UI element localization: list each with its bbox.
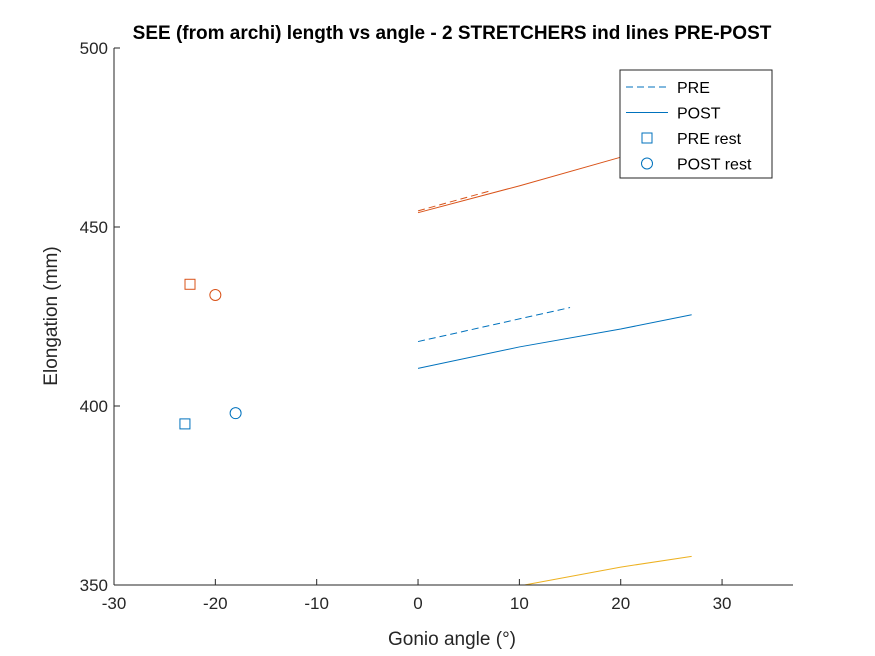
x-tick-label: 0 [413,594,422,613]
y-ticks: 350 400 450 500 [80,39,120,595]
rest-point-square [184,278,196,290]
x-ticks: -30 -20 -10 0 10 20 30 [102,579,732,613]
plot-area [179,137,692,585]
axes [113,48,793,586]
x-tick-label: -10 [304,594,329,613]
series-line-yellow-post [524,555,692,585]
x-tick-label: 10 [510,594,529,613]
rest-points-layer [179,278,242,430]
rest-point-circle [209,289,222,302]
series-layer [417,137,692,585]
y-tick-label: 350 [80,576,108,595]
x-axis-label: Gonio angle (°) [388,629,516,650]
x-tick-label: 30 [713,594,732,613]
x-tick-label: -20 [203,594,228,613]
y-tick-label: 400 [80,397,108,416]
legend-box [619,69,773,179]
legend-label: POST rest [677,157,752,174]
legend-label: POST [677,106,721,123]
series-line-blue-post [417,314,692,369]
y-tick-label: 500 [80,39,108,58]
x-tick-label: -30 [102,594,127,613]
legend-label: PRE [677,80,710,97]
x-tick-label: 20 [611,594,630,613]
legend-symbol-square [641,132,653,144]
legend-label: PRE rest [677,131,742,148]
rest-point-circle [229,407,242,420]
y-axis-label: Elongation (mm) [41,246,62,385]
series-line-orange-pre [417,190,490,212]
rest-point-square [179,418,191,430]
chart-title: SEE (from archi) length vs angle - 2 STR… [133,23,772,44]
y-tick-label: 450 [80,218,108,237]
series-line-blue-pre [417,307,571,343]
legend: PRE POST PRE rest POST rest [619,69,773,179]
legend-symbol-circle [641,157,653,170]
